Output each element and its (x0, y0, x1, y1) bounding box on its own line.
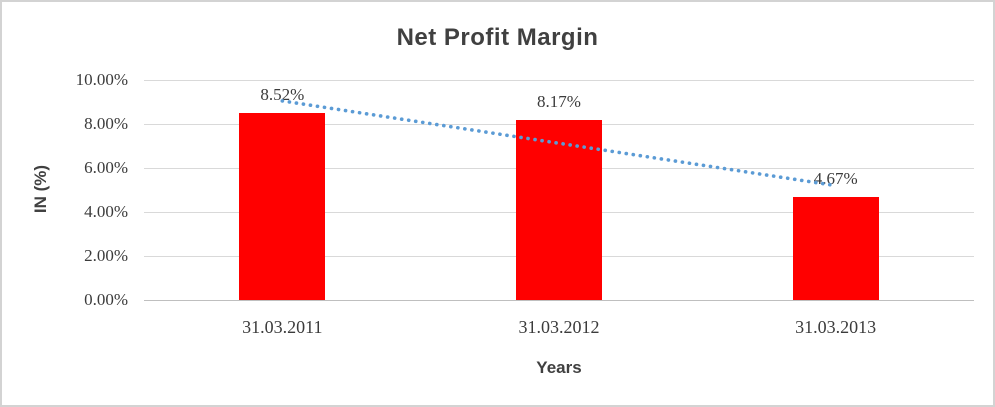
y-tick-label: 6.00% (84, 158, 128, 177)
trendline-path (280, 99, 838, 188)
y-tick-label: 2.00% (84, 246, 128, 265)
plot-area: 8.52% 8.17% 4.67% (144, 79, 974, 301)
trendline (280, 99, 838, 188)
x-tick-label: 31.03.2012 (518, 317, 600, 337)
bar-31.03.2012 (516, 120, 602, 300)
chart-title: Net Profit Margin (396, 24, 599, 51)
data-label: 8.52% (260, 84, 305, 104)
y-tick-label: 10.00% (75, 70, 128, 89)
data-label: 8.17% (537, 92, 581, 112)
gridline (144, 79, 974, 81)
y-axis-title: IN (%) (31, 164, 50, 214)
gridline (144, 299, 974, 301)
x-tick-label: 31.03.2011 (242, 317, 323, 337)
x-tick-label: 31.03.2013 (795, 317, 877, 337)
bar-31.03.2013 (792, 197, 879, 300)
y-tick-label: 8.00% (84, 114, 128, 133)
x-axis-title: Years (536, 358, 582, 377)
y-tick-label: 4.00% (84, 202, 128, 221)
data-label: 4.67% (813, 169, 858, 189)
bar-31.03.2011 (239, 112, 326, 300)
y-tick-label: 0.00% (84, 290, 128, 309)
